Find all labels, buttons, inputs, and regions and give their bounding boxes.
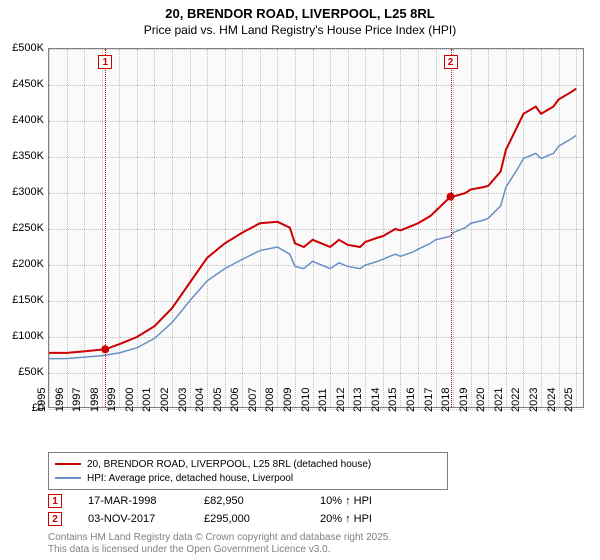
y-tick-label: £450K: [12, 78, 44, 90]
x-tick-label: 2012: [335, 388, 347, 412]
x-tick-label: 2009: [282, 388, 294, 412]
sale-date: 03-NOV-2017: [88, 513, 178, 525]
legend-swatch: [55, 463, 81, 465]
x-tick-label: 1995: [36, 388, 48, 412]
x-tick-label: 2020: [475, 388, 487, 412]
legend-label: 20, BRENDOR ROAD, LIVERPOOL, L25 8RL (de…: [87, 459, 371, 470]
x-tick-label: 2023: [528, 388, 540, 412]
x-tick-label: 2018: [440, 388, 452, 412]
legend-swatch: [55, 477, 81, 479]
y-tick-label: £50K: [18, 366, 44, 378]
x-tick-label: 2004: [194, 388, 206, 412]
x-tick-label: 1997: [71, 388, 83, 412]
x-tick-label: 2001: [141, 388, 153, 412]
sale-marker-2: 2: [444, 55, 458, 69]
y-tick-label: £250K: [12, 222, 44, 234]
x-tick-label: 2019: [458, 388, 470, 412]
x-tick-label: 2010: [299, 388, 311, 412]
sales-table: 1 17-MAR-1998 £82,950 10% ↑ HPI 2 03-NOV-2017…: [48, 492, 410, 528]
x-tick-label: 2000: [124, 388, 136, 412]
x-tick-label: 2013: [352, 388, 364, 412]
footer-attribution: Contains HM Land Registry data © Crown c…: [48, 532, 391, 556]
x-tick-label: 2007: [247, 388, 259, 412]
x-tick-label: 2003: [176, 388, 188, 412]
x-tick-label: 2008: [264, 388, 276, 412]
sale-badge: 1: [48, 494, 62, 508]
x-tick-label: 2002: [159, 388, 171, 412]
sale-price: £82,950: [204, 495, 294, 507]
x-tick-label: 2015: [387, 388, 399, 412]
sale-price: £295,000: [204, 513, 294, 525]
x-tick-label: 1999: [106, 388, 118, 412]
plot-area: 12: [48, 48, 584, 408]
sale-date: 17-MAR-1998: [88, 495, 178, 507]
x-tick-label: 2005: [211, 388, 223, 412]
x-tick-label: 2017: [422, 388, 434, 412]
legend-label: HPI: Average price, detached house, Live…: [87, 473, 293, 484]
sale-marker-1: 1: [98, 55, 112, 69]
sale-delta: 20% ↑ HPI: [320, 513, 410, 525]
series-price_paid: [49, 89, 576, 353]
footer-line1: Contains HM Land Registry data © Crown c…: [48, 532, 391, 544]
x-tick-label: 2024: [545, 388, 557, 412]
x-tick-label: 2014: [370, 388, 382, 412]
chart-container: 20, BRENDOR ROAD, LIVERPOOL, L25 8RL Pri…: [0, 0, 600, 560]
y-tick-label: £350K: [12, 150, 44, 162]
x-tick-label: 1998: [88, 388, 100, 412]
x-tick-label: 2011: [317, 388, 329, 412]
y-tick-label: £500K: [12, 42, 44, 54]
x-tick-label: 2021: [493, 388, 505, 412]
y-tick-label: £400K: [12, 114, 44, 126]
chart-title-line1: 20, BRENDOR ROAD, LIVERPOOL, L25 8RL: [0, 0, 600, 23]
y-tick-label: £200K: [12, 258, 44, 270]
y-tick-label: £150K: [12, 294, 44, 306]
legend: 20, BRENDOR ROAD, LIVERPOOL, L25 8RL (de…: [48, 452, 448, 490]
y-tick-label: £100K: [12, 330, 44, 342]
x-tick-label: 2016: [405, 388, 417, 412]
x-tick-label: 1996: [53, 388, 65, 412]
series-hpi: [49, 135, 576, 358]
x-tick-label: 2025: [563, 388, 575, 412]
footer-line2: This data is licensed under the Open Gov…: [48, 544, 391, 556]
y-tick-label: £300K: [12, 186, 44, 198]
x-tick-label: 2022: [510, 388, 522, 412]
sale-badge: 2: [48, 512, 62, 526]
sale-delta: 10% ↑ HPI: [320, 495, 410, 507]
x-tick-label: 2006: [229, 388, 241, 412]
chart-title-line2: Price paid vs. HM Land Registry's House …: [0, 23, 600, 41]
